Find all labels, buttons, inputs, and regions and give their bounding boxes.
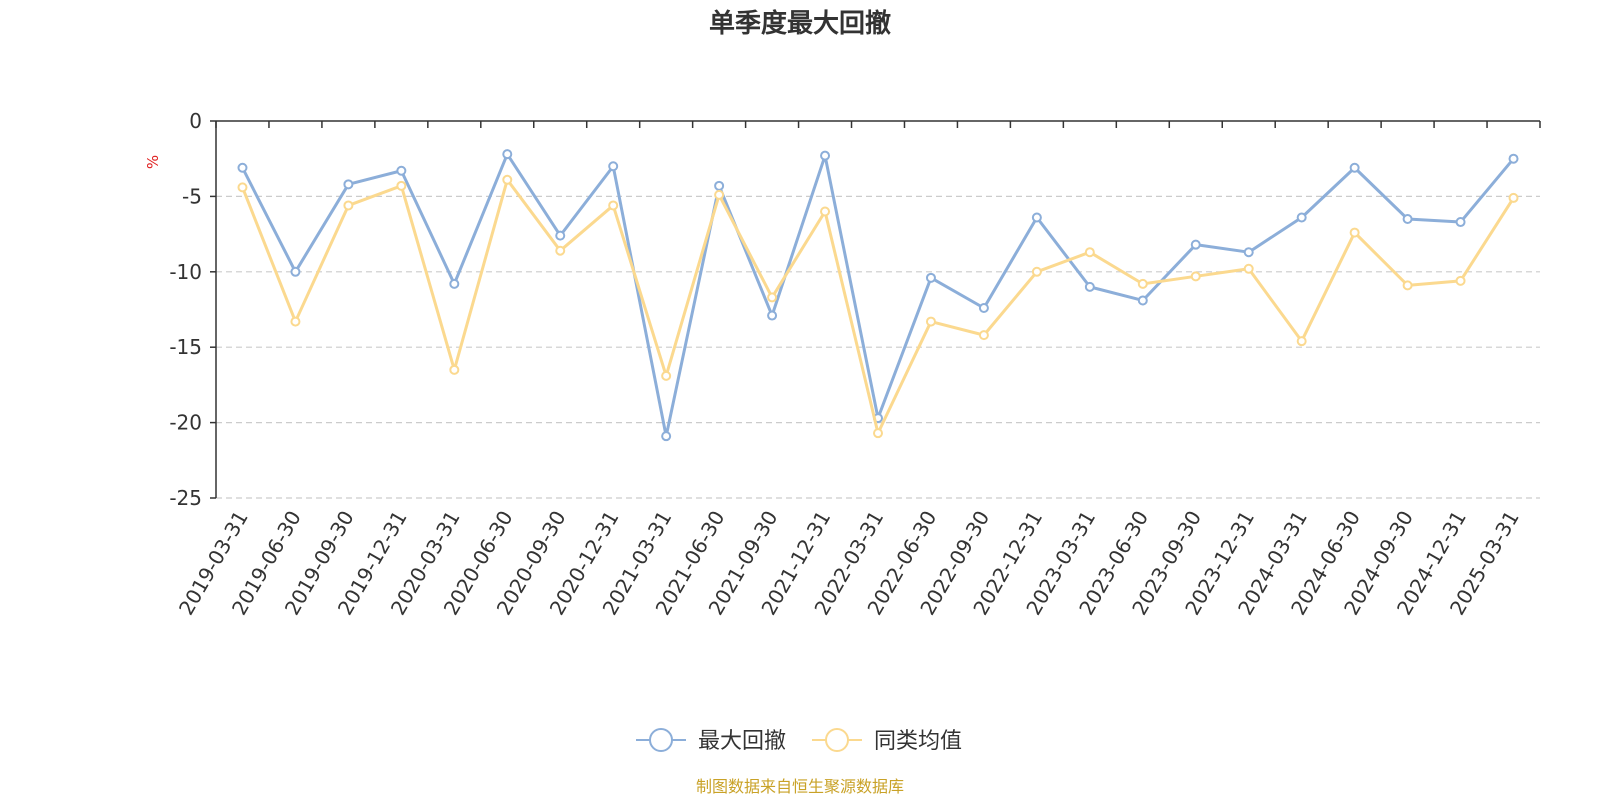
data-point <box>1455 275 1466 286</box>
series-1 <box>237 149 1519 442</box>
data-point <box>978 302 989 313</box>
data-point <box>608 200 619 211</box>
data-point <box>555 245 566 256</box>
data-point <box>925 316 936 327</box>
data-point <box>608 161 619 172</box>
data-point <box>1031 266 1042 277</box>
data-point <box>714 180 725 191</box>
data-point <box>1084 247 1095 258</box>
data-point <box>343 179 354 190</box>
data-point <box>502 174 513 185</box>
series-2 <box>237 174 1519 439</box>
series-line <box>240 178 1516 435</box>
legend: 最大回撤 同类均值 <box>636 728 962 754</box>
data-point <box>661 431 672 442</box>
data-point <box>820 150 831 161</box>
data-point <box>1349 227 1360 238</box>
y-tick-label: -15 <box>169 335 202 359</box>
data-point <box>1243 263 1254 274</box>
data-point <box>1349 162 1360 173</box>
data-point <box>1243 247 1254 258</box>
data-source-note: 制图数据来自恒生聚源数据库 <box>696 777 904 796</box>
axes <box>215 120 1540 498</box>
data-point <box>1402 280 1413 291</box>
y-tick-label: -25 <box>169 486 202 510</box>
data-point <box>1402 214 1413 225</box>
y-tick-label: 0 <box>189 109 202 133</box>
y-axis-ticks: 0 -5 -10 -15 -20 -25 <box>169 109 216 510</box>
data-point <box>1508 153 1519 164</box>
data-point <box>1084 281 1095 292</box>
data-point <box>396 165 407 176</box>
data-point <box>237 162 248 173</box>
data-point <box>1137 295 1148 306</box>
data-point <box>873 428 883 439</box>
data-point <box>714 189 725 200</box>
y-tick-label: -20 <box>169 411 202 435</box>
data-point <box>1296 212 1307 223</box>
y-tick-label: -10 <box>169 260 202 284</box>
data-point <box>449 364 460 375</box>
data-point <box>449 278 460 289</box>
data-point <box>1296 336 1307 347</box>
data-point <box>502 149 513 160</box>
data-point <box>1137 278 1148 289</box>
data-point <box>343 200 354 211</box>
data-point <box>555 230 566 241</box>
data-point <box>1190 271 1201 282</box>
legend-marker <box>649 728 673 752</box>
data-point <box>290 266 301 277</box>
y-tick-label: -5 <box>182 184 202 208</box>
data-point <box>1031 212 1042 223</box>
data-point <box>1455 217 1466 228</box>
series-layer <box>237 149 1519 442</box>
y-axis-unit-label: % <box>144 155 162 169</box>
data-point <box>290 316 301 327</box>
data-point <box>978 330 989 341</box>
data-point <box>767 292 778 303</box>
legend-label: 同类均值 <box>874 729 962 754</box>
data-point <box>1190 239 1201 250</box>
data-point <box>767 310 778 321</box>
chart-title: 单季度最大回撤 <box>709 8 891 39</box>
legend-item-2: 同类均值 <box>812 728 962 754</box>
data-point <box>237 182 248 193</box>
data-point <box>1508 192 1519 203</box>
legend-item-1: 最大回撤 <box>636 728 786 754</box>
legend-label: 最大回撤 <box>698 729 786 754</box>
data-point <box>396 180 407 191</box>
grid-lines <box>216 195 1540 499</box>
legend-marker <box>825 728 849 752</box>
data-point <box>820 206 831 217</box>
data-point <box>925 272 936 283</box>
data-point <box>661 370 672 381</box>
